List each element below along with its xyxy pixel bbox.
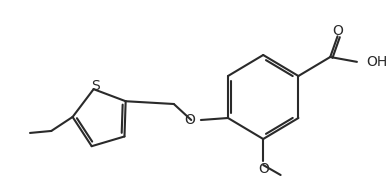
Text: S: S <box>91 79 100 93</box>
Text: O: O <box>332 24 343 38</box>
Text: O: O <box>258 162 269 176</box>
Text: OH: OH <box>367 55 388 69</box>
Text: O: O <box>184 113 195 127</box>
